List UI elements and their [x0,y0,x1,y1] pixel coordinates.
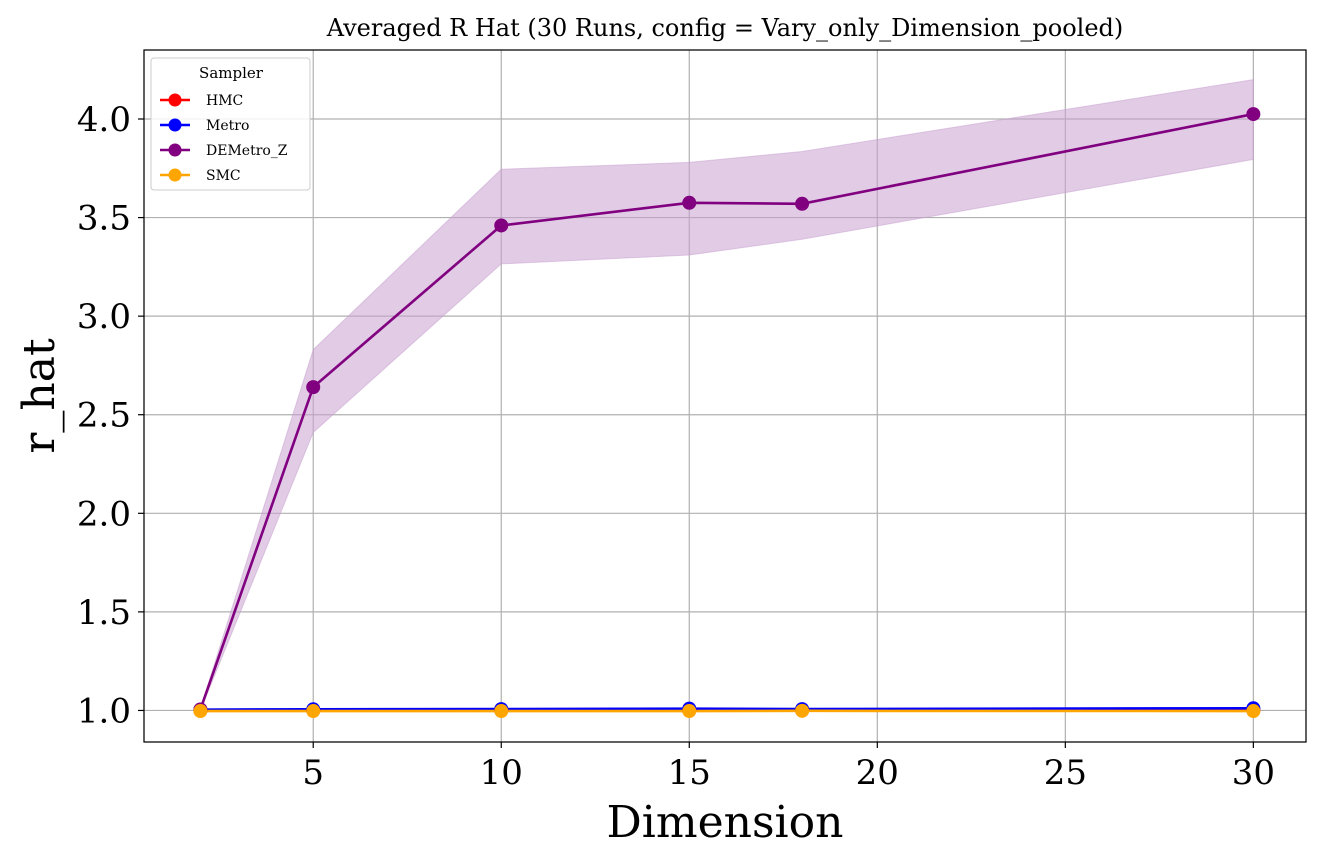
metro-line [200,706,1254,711]
demetro-z-band [199,78,1254,711]
y-tick-label: 4.0 [77,100,131,140]
x-axis-ticks: 5 10 15 20 25 30 [302,742,1275,793]
y-tick-label: 1.0 [77,691,131,731]
smc-point [682,704,697,719]
legend-demetro-z-marker [168,143,182,157]
smc-point [795,703,810,718]
legend-entries: HMC Metro DEMetro_Z SMC [160,93,288,184]
y-tick-label: 3.0 [77,297,131,337]
x-tick-label: 5 [302,753,324,793]
x-tick-label: 20 [856,753,899,793]
legend-box [150,57,311,191]
y-tick-label: 1.5 [77,593,131,633]
series-lines [199,112,1254,713]
y-axis-label: r_hat [14,338,65,454]
y-axis-ticks: 1.0 1.5 2.0 2.5 3.0 3.5 4.0 [77,100,144,731]
smc-point [193,704,208,719]
x-tick-label: 25 [1044,753,1087,793]
legend-metro-label: Metro [206,118,249,134]
legend-title: Sampler [199,64,264,82]
plot-frame [143,49,1307,743]
x-tick-label: 30 [1232,753,1275,793]
y-tick-label: 2.5 [77,396,131,436]
x-tick-label: 15 [668,753,711,793]
demetro-z-point [682,195,697,210]
demetro-z-line [199,112,1254,710]
y-tick-label: 2.0 [77,494,131,534]
demetro-z-point [494,218,509,233]
demetro-z-point [306,380,321,395]
smc-point [306,704,321,719]
demetro-z-point [795,196,810,211]
legend-hmc-marker [168,93,182,107]
y-tick-label: 3.5 [77,199,131,239]
legend-smc-marker [168,168,182,182]
demetro-z-point [1246,107,1261,122]
smc-point [494,704,509,719]
legend-hmc-label: HMC [206,93,243,109]
chart-title: Averaged R Hat (30 Runs, config = Vary_o… [326,14,1124,42]
legend: Sampler HMC Metro DEMetro_Z SMC [150,57,311,191]
legend-metro-marker [168,118,182,132]
legend-demetro-z-label: DEMetro_Z [206,143,288,159]
series-markers [193,107,1261,719]
smc-point [1246,704,1261,719]
x-tick-label: 10 [480,753,523,793]
x-axis-label: Dimension [607,797,844,848]
legend-smc-label: SMC [206,168,241,184]
